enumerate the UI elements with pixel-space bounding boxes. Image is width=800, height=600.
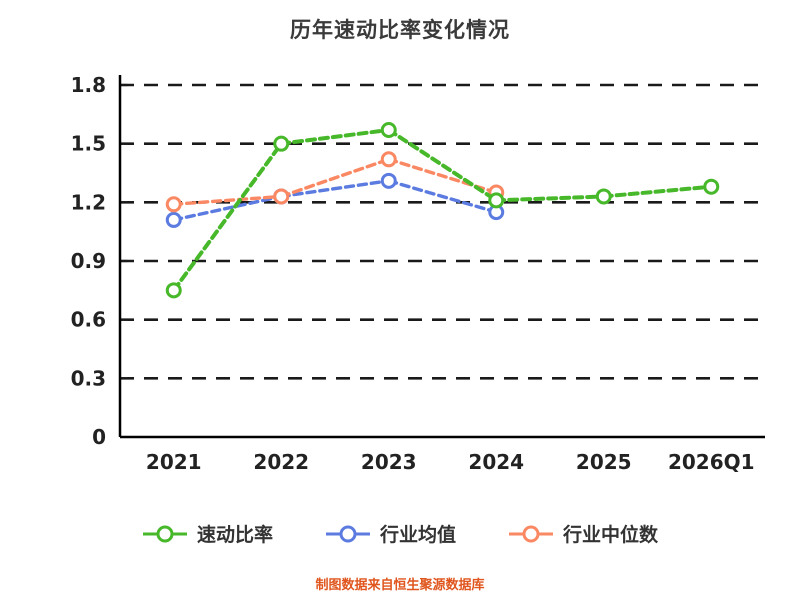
series-line xyxy=(172,194,283,222)
y-tick-label: 1.5 xyxy=(71,132,106,156)
y-tick-label: 0.3 xyxy=(71,366,106,390)
series-line xyxy=(279,179,391,199)
legend-item-quick-ratio[interactable]: 速动比率 xyxy=(142,520,273,547)
legend-marker-industry-average xyxy=(325,525,370,542)
series-line xyxy=(494,194,606,203)
legend-item-industry-median[interactable]: 行业中位数 xyxy=(508,520,658,547)
series-marker xyxy=(488,192,505,209)
series-line xyxy=(387,179,498,214)
series-line xyxy=(601,184,714,199)
chart-legend: 速动比率 行业均值 行业中位数 xyxy=(0,520,800,547)
series-marker xyxy=(380,172,397,189)
y-tick-label: 0.9 xyxy=(71,249,106,273)
x-tick-label: 2022 xyxy=(253,450,309,474)
series-marker xyxy=(380,121,397,138)
legend-label-industry-median: 行业中位数 xyxy=(563,524,659,546)
series-line xyxy=(279,127,391,146)
series-marker xyxy=(165,282,182,299)
series-marker xyxy=(273,188,290,205)
series-line xyxy=(171,141,284,293)
chart-title: 历年速动比率变化情况 xyxy=(290,18,510,42)
series-marker xyxy=(703,178,720,195)
series-marker xyxy=(273,135,290,152)
y-tick-label: 0.6 xyxy=(71,308,106,332)
series-line xyxy=(279,157,391,199)
x-tick-label: 2026Q1 xyxy=(668,450,755,474)
y-tick-label: 1.2 xyxy=(71,190,106,214)
series-line xyxy=(386,127,499,203)
y-tick-label: 1.8 xyxy=(71,73,106,97)
x-tick-label: 2025 xyxy=(576,450,632,474)
x-tick-label: 2023 xyxy=(361,450,417,474)
y-tick-label: 0 xyxy=(92,425,106,449)
series-marker xyxy=(165,211,182,228)
legend-marker-industry-median xyxy=(509,525,553,542)
legend-marker-quick-ratio xyxy=(142,525,187,542)
x-tick-label: 2024 xyxy=(468,450,524,474)
series-line xyxy=(172,194,283,206)
legend-item-industry-average[interactable]: 行业均值 xyxy=(325,520,456,547)
legend-label-quick-ratio: 速动比率 xyxy=(196,524,273,546)
series-marker xyxy=(595,188,612,205)
x-tick-label: 2021 xyxy=(146,450,202,474)
data-source-note: 制图数据来自恒生聚源数据库 xyxy=(315,578,485,593)
series-marker xyxy=(165,196,182,213)
legend-label-industry-average: 行业均值 xyxy=(379,524,456,546)
series-marker xyxy=(380,151,397,168)
quick-ratio-line-chart: 0 0.3 0.6 0.9 1.2 1.5 1.8 2021 2022 2023 2024 2025 2… xyxy=(71,73,765,474)
